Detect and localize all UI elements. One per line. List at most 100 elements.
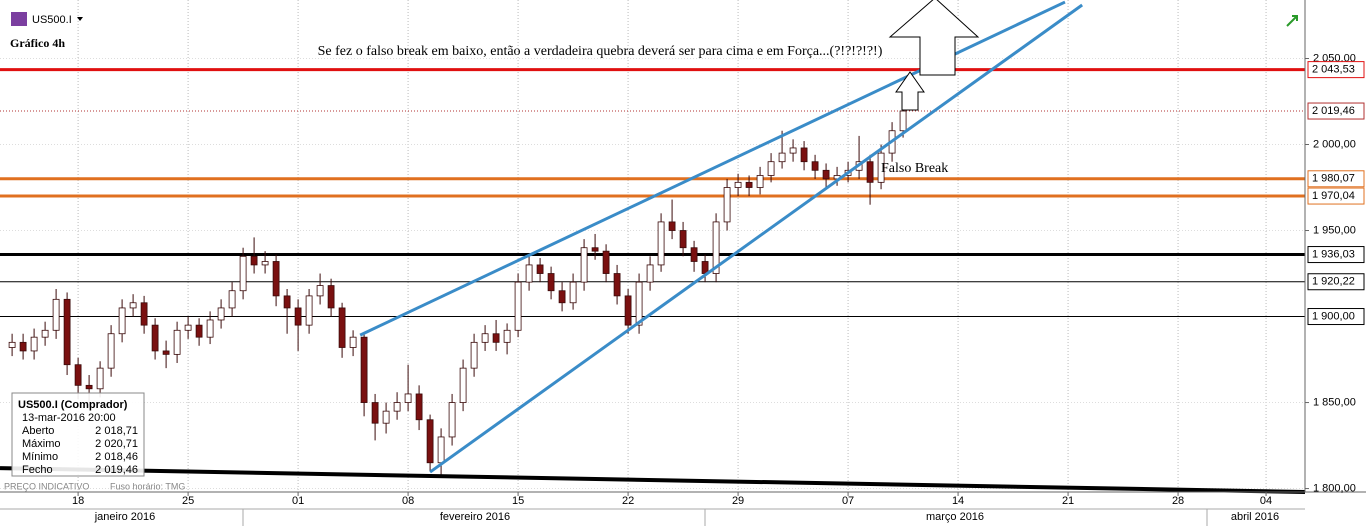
candle-body [206, 319, 214, 338]
month-label: março 2016 [926, 511, 984, 523]
candle-body [162, 350, 170, 355]
candle-body [470, 341, 478, 369]
candle-body [294, 307, 302, 326]
y-tick-label: 1 800,00 [1313, 482, 1356, 494]
candle-body [690, 247, 698, 262]
level-label: 1 936,03 [1312, 248, 1355, 260]
info-value: 2 018,46 [95, 451, 138, 463]
candle-body [118, 307, 126, 335]
x-tick-label: 25 [182, 495, 194, 507]
candle-body [679, 230, 687, 249]
status-icon[interactable] [1286, 15, 1298, 27]
level-label: 1 900,00 [1312, 310, 1355, 322]
candle-body [415, 393, 423, 421]
level-label: 2 019,46 [1312, 105, 1355, 117]
candle-body [547, 273, 555, 292]
x-tick-label: 14 [952, 495, 964, 507]
candle-body [613, 273, 621, 297]
candle-body [778, 152, 786, 163]
candle-body [63, 298, 71, 366]
candle-body [558, 290, 566, 304]
big-arrow [888, 0, 980, 76]
candle-body [272, 261, 280, 297]
candle-body [822, 169, 830, 180]
x-tick-label: 21 [1062, 495, 1074, 507]
candle-body [228, 290, 236, 309]
candle-body [866, 161, 874, 183]
candle-body [800, 147, 808, 163]
symbol[interactable]: US500.I [32, 14, 72, 26]
candle-body [382, 410, 390, 424]
symbol-icon [11, 12, 27, 26]
annotation: Se fez o falso break em baixo, então a v… [318, 44, 883, 59]
x-tick-label: 07 [842, 495, 854, 507]
candle-body [217, 307, 225, 321]
candle-body [536, 264, 544, 274]
info-label: Aberto [22, 425, 54, 437]
trendline [429, 3, 1084, 474]
candle-body [261, 261, 269, 266]
candle-body [349, 336, 357, 348]
candle-body [404, 393, 412, 403]
trendline [0, 466, 1306, 494]
candle-body [173, 329, 181, 355]
candle-body [250, 255, 258, 266]
candle-body [30, 336, 38, 352]
footer-note: PREÇO INDICATIVO [4, 481, 89, 491]
grid [0, 0, 1305, 492]
candle-body [107, 333, 115, 369]
level-label: 1 920,22 [1312, 276, 1355, 288]
candle-body [745, 181, 753, 188]
candle-body [789, 147, 797, 154]
candle-body [503, 329, 511, 343]
candle-body [305, 295, 313, 326]
candle-body [371, 402, 379, 424]
candle-body [140, 302, 148, 326]
candle-body [877, 152, 885, 183]
info-value: 2 018,71 [95, 425, 138, 437]
candle-body [624, 295, 632, 326]
candle-body [712, 221, 720, 274]
candle-body [580, 247, 588, 283]
x-tick-label: 29 [732, 495, 744, 507]
candle-body [756, 175, 764, 188]
candle-body [338, 307, 346, 348]
candle-body [569, 281, 577, 304]
candle-body [283, 295, 291, 309]
candle-body [52, 298, 60, 331]
candle-body [646, 264, 654, 283]
axes: 18 25 01 08 15 22 29 07 14 21 28 04 1 800,00 1 850,00… [72, 52, 1365, 507]
candle-body [19, 341, 27, 352]
candle-body [767, 161, 775, 176]
candle-body [899, 110, 907, 132]
info-label: Fecho [22, 464, 53, 476]
candle-body [239, 255, 247, 292]
candle-body [657, 221, 665, 266]
info-value: 2 020,71 [95, 438, 138, 450]
x-tick-label: 01 [292, 495, 304, 507]
y-tick-label: 1 950,00 [1313, 224, 1356, 236]
candle-body [41, 329, 49, 338]
candle-body [492, 333, 500, 343]
candle-body [8, 341, 16, 348]
candle-body [668, 221, 676, 231]
candle-body [437, 436, 445, 464]
month-label: abril 2016 [1231, 511, 1279, 523]
x-tick-label: 04 [1260, 495, 1272, 507]
candle-body [591, 247, 599, 252]
candle-body [723, 187, 731, 223]
level-label-box [1307, 102, 1365, 120]
candle-body [811, 161, 819, 171]
candle-body [129, 302, 137, 309]
level-label: 2 043,53 [1312, 64, 1355, 76]
candle-body [426, 419, 434, 464]
dropdown-caret[interactable] [77, 17, 83, 21]
chart-label: Gráfico 4h [10, 36, 65, 50]
candle-body [74, 364, 82, 386]
candle-body [85, 384, 93, 390]
candle-body [393, 402, 401, 412]
y-tick-label: 2 000,00 [1313, 138, 1356, 150]
x-tick-label: 08 [402, 495, 414, 507]
